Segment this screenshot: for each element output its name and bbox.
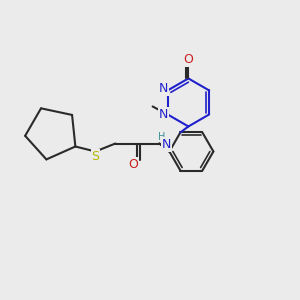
Text: O: O [128,158,138,171]
Text: H: H [158,131,165,142]
Text: O: O [183,53,193,66]
Text: N: N [159,82,168,95]
Text: N: N [159,108,168,121]
Text: N: N [162,138,171,151]
Text: S: S [92,150,99,163]
